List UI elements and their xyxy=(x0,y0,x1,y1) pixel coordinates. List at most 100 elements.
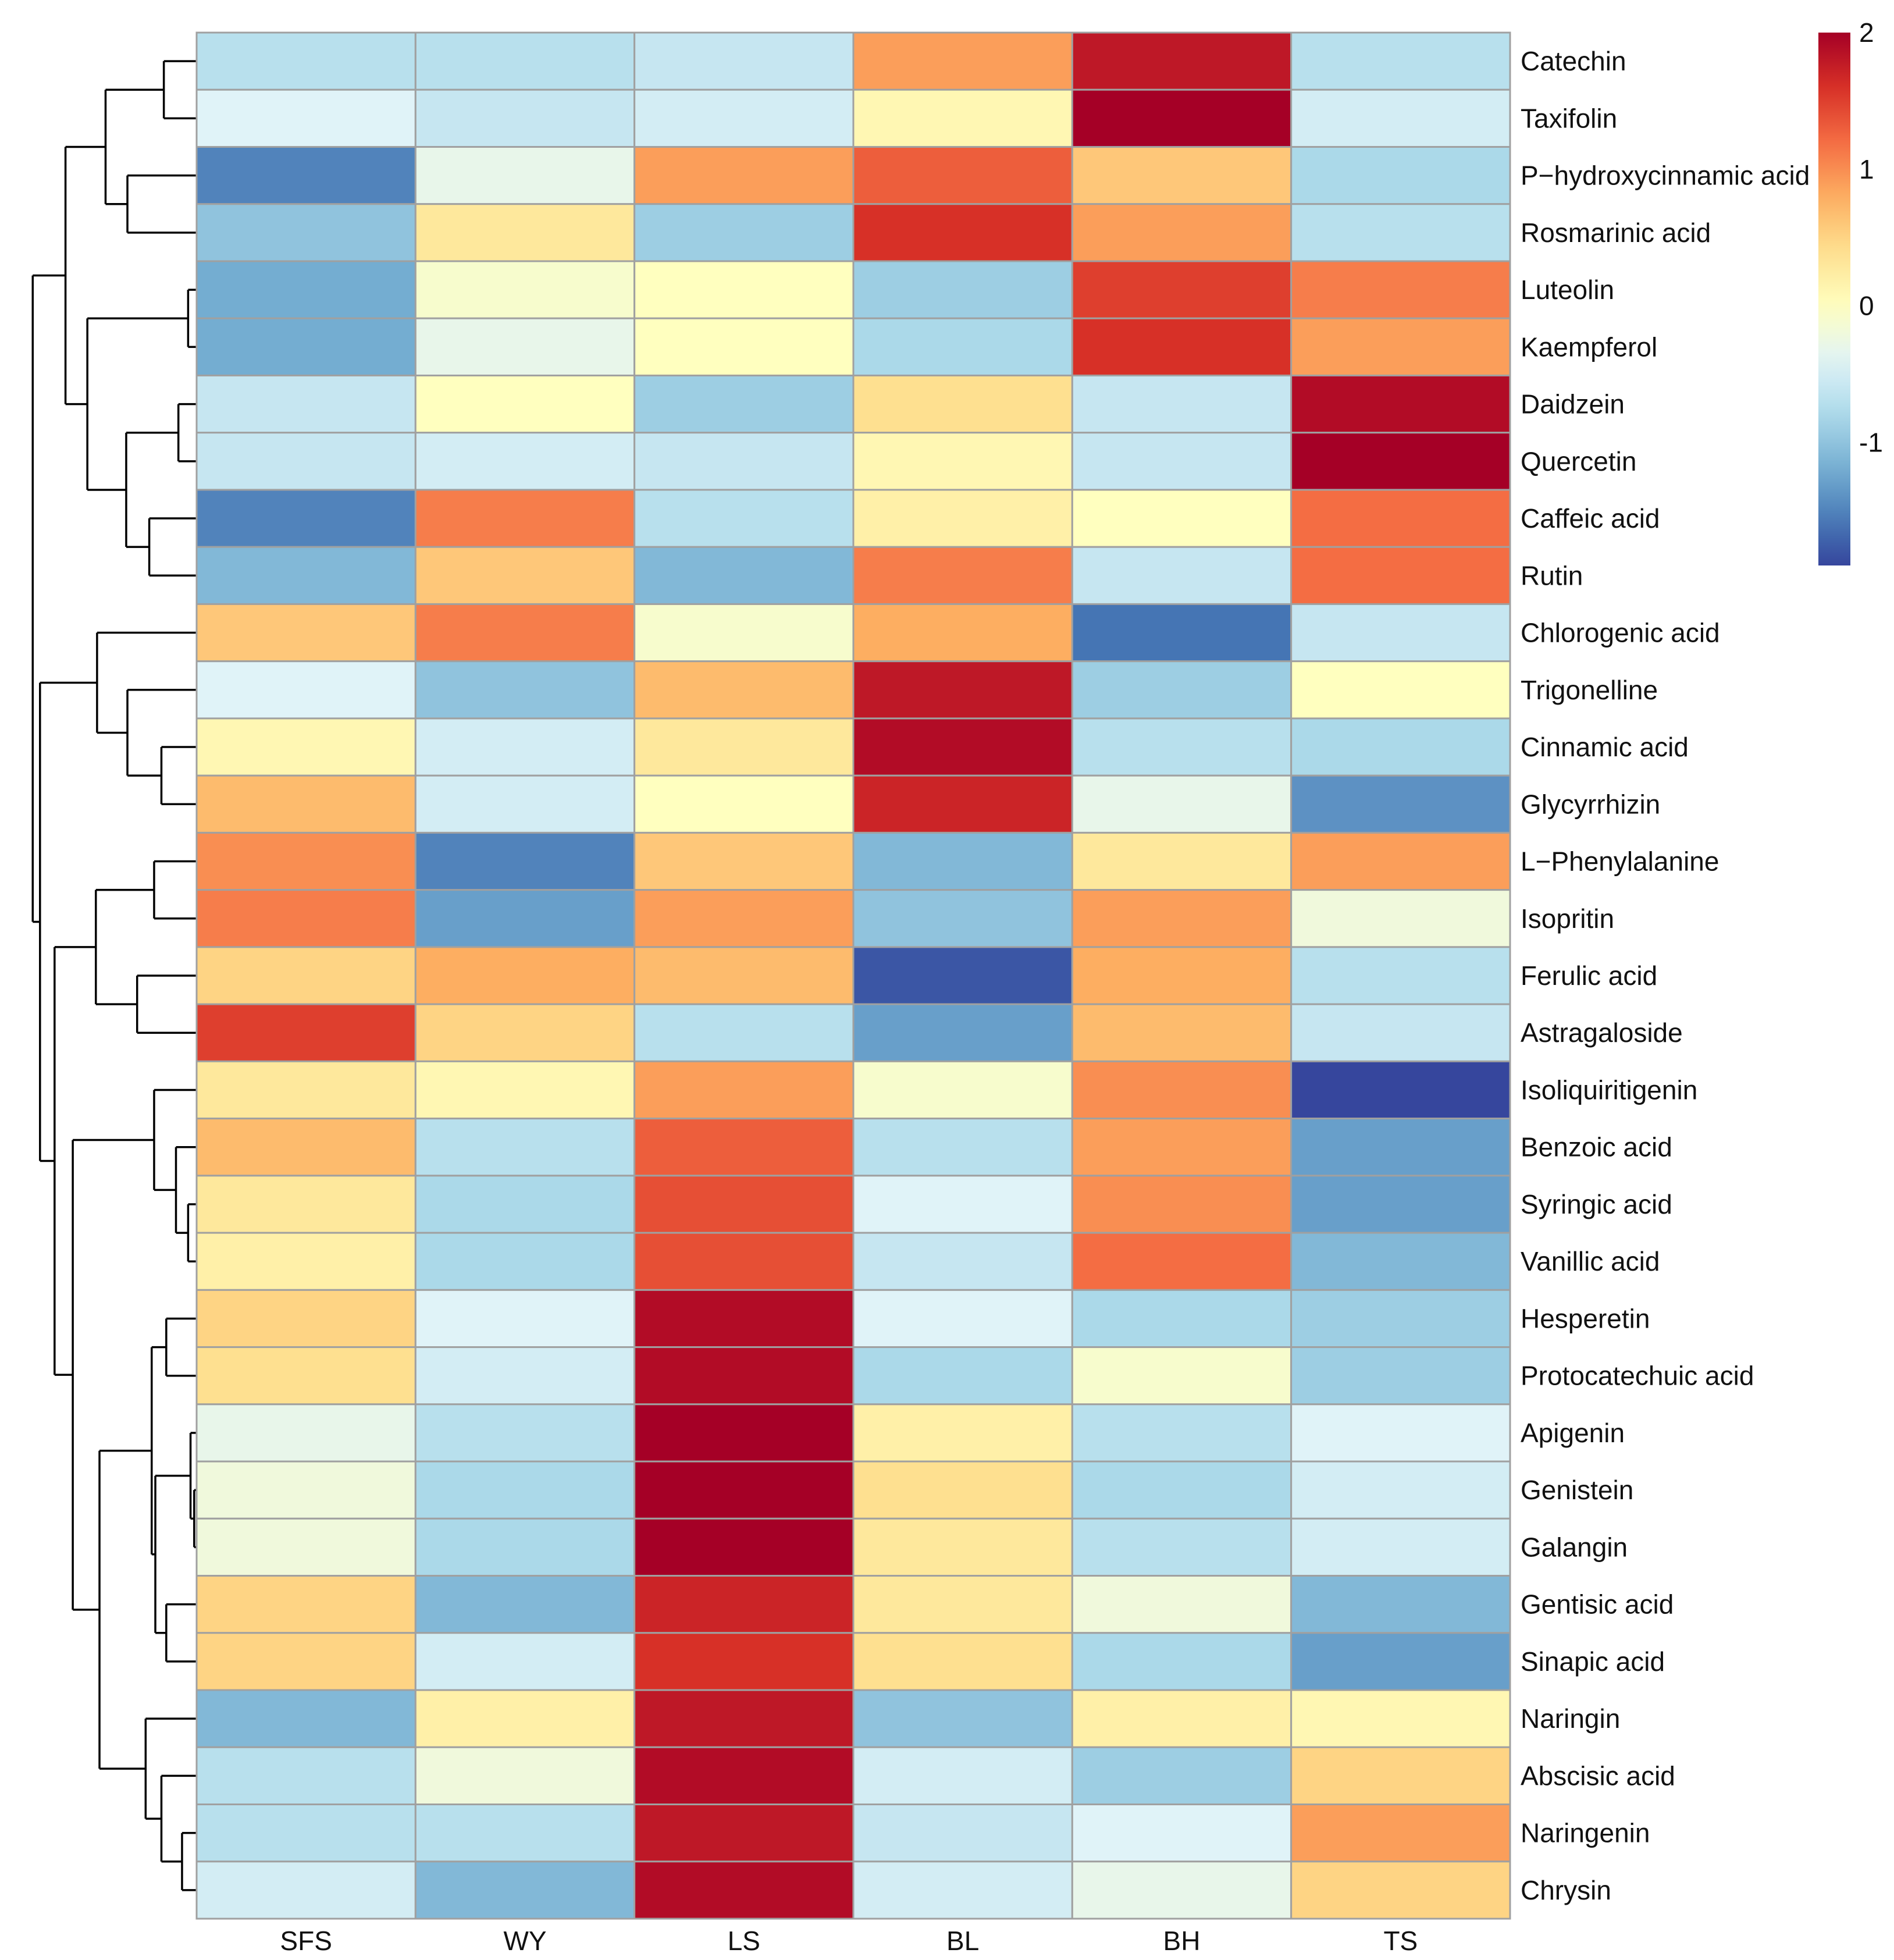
heatmap-cell xyxy=(195,1861,416,1920)
heatmap-cell xyxy=(414,1175,636,1234)
heatmap-cell xyxy=(414,660,636,720)
row-label: Caffeic acid xyxy=(1521,503,1660,533)
heatmap-cell xyxy=(1071,1346,1293,1406)
heatmap-cell xyxy=(195,489,416,548)
row-label: Astragaloside xyxy=(1521,1018,1683,1048)
heatmap-cell xyxy=(1071,774,1293,834)
heatmap-cell xyxy=(414,546,636,605)
heatmap-cell xyxy=(1290,31,1511,91)
heatmap-cell xyxy=(852,546,1073,605)
heatmap-cell xyxy=(1071,1460,1293,1520)
row-label: Apigenin xyxy=(1521,1418,1625,1448)
row-label: Trigonelline xyxy=(1521,675,1658,705)
legend-tick-label: -1 xyxy=(1859,428,1883,458)
heatmap-cell xyxy=(633,1232,855,1291)
heatmap-cell xyxy=(852,1175,1073,1234)
heatmap-cell xyxy=(1290,1003,1511,1062)
heatmap-cell xyxy=(633,88,855,148)
row-label: Gentisic acid xyxy=(1521,1589,1674,1620)
row-label: Rutin xyxy=(1521,560,1583,591)
heatmap-cell xyxy=(1290,546,1511,605)
heatmap-cell xyxy=(852,946,1073,1005)
heatmap-cell xyxy=(1071,1003,1293,1062)
color-legend: 2 1 0 -1 xyxy=(1818,17,1883,565)
heatmap-cell xyxy=(1071,1232,1293,1291)
heatmap-cell xyxy=(195,889,416,948)
heatmap-cell xyxy=(1071,1804,1293,1863)
heatmap-cell xyxy=(195,1575,416,1634)
row-label: Hesperetin xyxy=(1521,1303,1650,1333)
heatmap-cell xyxy=(633,546,855,605)
heatmap-cell xyxy=(1071,88,1293,148)
heatmap-cell xyxy=(852,1232,1073,1291)
row-label: Benzoic acid xyxy=(1521,1132,1672,1162)
heatmap-cell xyxy=(195,1746,416,1806)
row-label: Isoliquiritigenin xyxy=(1521,1075,1697,1105)
row-label: Vanillic acid xyxy=(1521,1246,1660,1276)
heatmap-cell xyxy=(414,317,636,376)
heatmap-cell xyxy=(1290,1575,1511,1634)
heatmap-cell xyxy=(1071,603,1293,663)
heatmap-cell xyxy=(195,260,416,319)
heatmap-cell xyxy=(633,1632,855,1691)
heatmap-cell xyxy=(414,1575,636,1634)
heatmap-cell xyxy=(1290,1861,1511,1920)
heatmap-cell xyxy=(1290,489,1511,548)
heatmap-cell xyxy=(1290,889,1511,948)
heatmap-cell xyxy=(414,717,636,777)
heatmap-cell xyxy=(414,1460,636,1520)
heatmap-cell xyxy=(1071,1689,1293,1748)
heatmap-cell xyxy=(633,260,855,319)
heatmap-cell xyxy=(1290,1460,1511,1520)
heatmap-cell xyxy=(1071,717,1293,777)
heatmap-cell xyxy=(1071,317,1293,376)
heatmap-cell xyxy=(1071,1118,1293,1177)
heatmap-cell xyxy=(852,1632,1073,1691)
column-label: TS xyxy=(1383,1926,1418,1956)
heatmap-cell xyxy=(414,1746,636,1806)
heatmap-cell xyxy=(633,774,855,834)
heatmap-cell xyxy=(414,1632,636,1691)
heatmap-cell xyxy=(633,489,855,548)
heatmap-cell xyxy=(195,1689,416,1748)
heatmap-cell xyxy=(852,1060,1073,1120)
heatmap-cell xyxy=(1071,831,1293,891)
heatmap-cell xyxy=(414,31,636,91)
row-label: Protocatechuic acid xyxy=(1521,1361,1754,1391)
heatmap-cell xyxy=(1071,260,1293,319)
heatmap-cell xyxy=(1290,1175,1511,1234)
heatmap-cell xyxy=(1071,889,1293,948)
heatmap-cell xyxy=(852,317,1073,376)
row-label: Chrysin xyxy=(1521,1875,1611,1905)
row-label: Naringin xyxy=(1521,1703,1620,1734)
heatmap-cell xyxy=(852,1517,1073,1577)
heatmap-cell xyxy=(414,203,636,262)
heatmap-cell xyxy=(1290,432,1511,491)
row-label: L−Phenylalanine xyxy=(1521,846,1719,877)
heatmap-cell xyxy=(1290,603,1511,663)
legend-tick-label: 1 xyxy=(1859,154,1874,184)
heatmap-cell xyxy=(852,1346,1073,1406)
row-label: Ferulic acid xyxy=(1521,961,1657,991)
heatmap-cell xyxy=(633,1575,855,1634)
heatmap-cell xyxy=(1071,1175,1293,1234)
column-label: SFS xyxy=(280,1926,332,1956)
heatmap-cell xyxy=(633,1175,855,1234)
heatmap-cell xyxy=(852,831,1073,891)
heatmap-cell xyxy=(633,1804,855,1863)
heatmap-cell xyxy=(852,432,1073,491)
heatmap-cell xyxy=(195,774,416,834)
row-label: Luteolin xyxy=(1521,275,1614,305)
heatmap-cell xyxy=(1290,1403,1511,1463)
heatmap-cell xyxy=(1290,374,1511,434)
heatmap-cell xyxy=(195,432,416,491)
heatmap-cell xyxy=(414,946,636,1005)
heatmap-cell xyxy=(1290,203,1511,262)
heatmap-cell xyxy=(195,946,416,1005)
heatmap-cell xyxy=(852,260,1073,319)
row-label: Glycyrrhizin xyxy=(1521,789,1660,819)
heatmap-cell xyxy=(1290,1517,1511,1577)
heatmap-cell xyxy=(1071,1746,1293,1806)
heatmap-cell xyxy=(1071,432,1293,491)
heatmap-cell xyxy=(195,1232,416,1291)
